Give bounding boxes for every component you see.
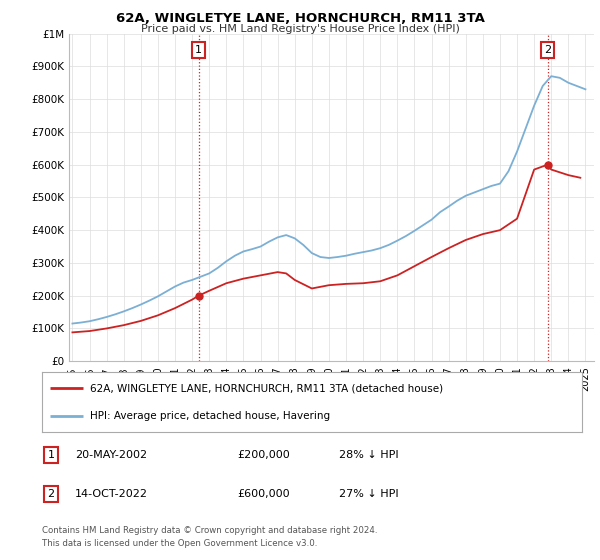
Text: 2: 2	[544, 45, 551, 55]
Text: 1: 1	[47, 450, 55, 460]
Text: Contains HM Land Registry data © Crown copyright and database right 2024.: Contains HM Land Registry data © Crown c…	[42, 526, 377, 535]
Text: This data is licensed under the Open Government Licence v3.0.: This data is licensed under the Open Gov…	[42, 539, 317, 548]
Text: 28% ↓ HPI: 28% ↓ HPI	[339, 450, 398, 460]
Text: 62A, WINGLETYE LANE, HORNCHURCH, RM11 3TA: 62A, WINGLETYE LANE, HORNCHURCH, RM11 3T…	[116, 12, 484, 25]
Text: 1: 1	[195, 45, 202, 55]
Text: 20-MAY-2002: 20-MAY-2002	[75, 450, 147, 460]
Text: 62A, WINGLETYE LANE, HORNCHURCH, RM11 3TA (detached house): 62A, WINGLETYE LANE, HORNCHURCH, RM11 3T…	[89, 383, 443, 393]
Text: £200,000: £200,000	[237, 450, 290, 460]
Text: 14-OCT-2022: 14-OCT-2022	[75, 489, 148, 499]
Text: 2: 2	[47, 489, 55, 499]
Text: 27% ↓ HPI: 27% ↓ HPI	[339, 489, 398, 499]
Text: HPI: Average price, detached house, Havering: HPI: Average price, detached house, Have…	[89, 411, 329, 421]
Text: Price paid vs. HM Land Registry's House Price Index (HPI): Price paid vs. HM Land Registry's House …	[140, 24, 460, 34]
Text: £600,000: £600,000	[237, 489, 290, 499]
